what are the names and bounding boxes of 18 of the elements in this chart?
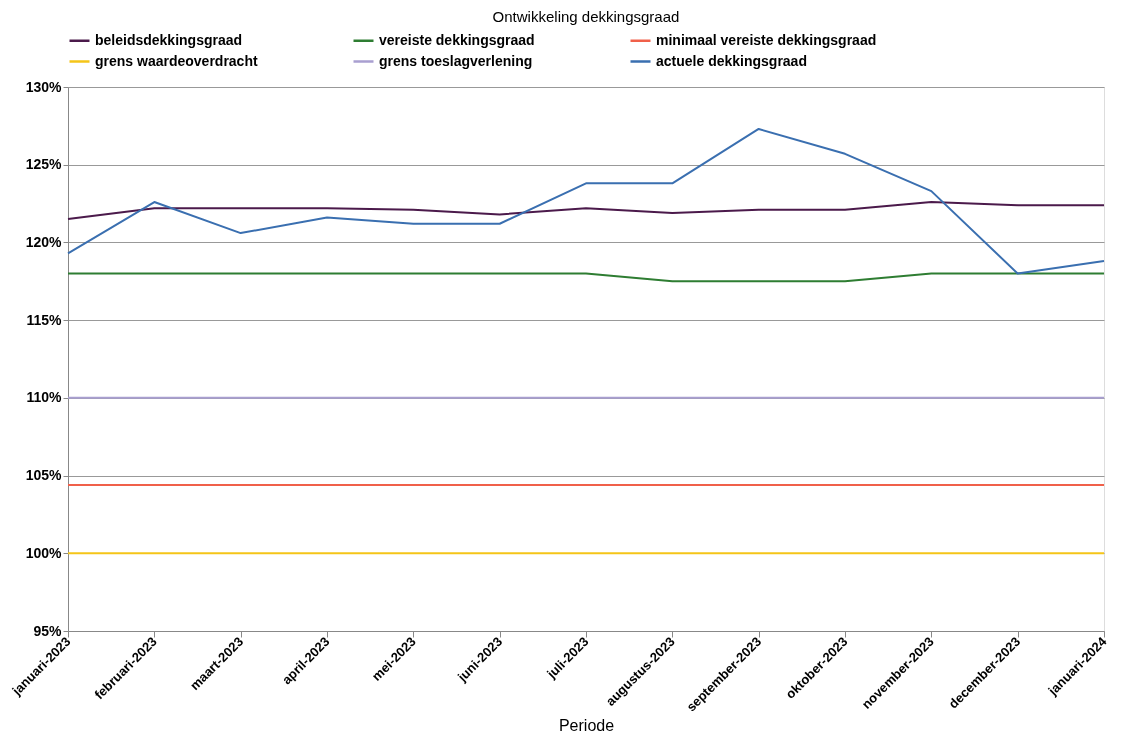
y-tick-label: 100% (25, 544, 63, 561)
line-series (67, 127, 1105, 275)
legend-label: actuele dekkingsgraad (656, 52, 807, 69)
y-tick-label: 105% (25, 467, 63, 484)
line-series (67, 201, 1105, 221)
chart-title: Ontwikkeling dekkingsgraad (492, 8, 680, 25)
legend-label: grens toeslagverlening (379, 52, 533, 69)
x-axis-title: Periode (558, 717, 615, 735)
y-tick-label: 125% (25, 156, 63, 173)
legend-label: grens waardeoverdracht (95, 52, 258, 69)
legend-label: vereiste dekkingsgraad (379, 31, 535, 48)
y-tick-label: 120% (25, 233, 63, 250)
y-tick-label: 115% (26, 311, 63, 328)
y-tick-label: 95% (33, 622, 63, 639)
y-tick-label: 110% (26, 389, 63, 406)
legend-label: beleidsdekkingsgraad (95, 31, 243, 48)
legend-label: minimaal vereiste dekkingsgraad (656, 31, 877, 48)
y-tick-label: 130% (25, 78, 63, 95)
